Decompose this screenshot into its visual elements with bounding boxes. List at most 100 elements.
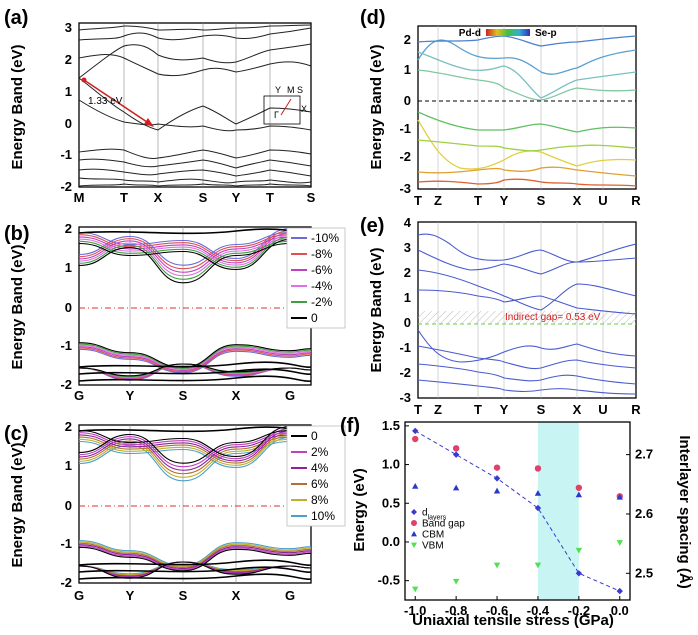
panel-label-d: (d) — [360, 7, 386, 29]
svg-text:-3: -3 — [399, 390, 411, 405]
panel-a-gap-arrow — [83, 79, 151, 125]
x-tick-label: -0.8 — [445, 603, 467, 618]
svg-text:X: X — [301, 104, 307, 114]
svg-text:2: 2 — [65, 221, 72, 236]
band-curve — [78, 544, 312, 570]
x-tick-label: -0.2 — [568, 603, 590, 618]
point-cbm — [452, 484, 460, 491]
panel-b-kpoint-labels: G Y S X G — [74, 388, 295, 403]
svg-text:T: T — [474, 193, 482, 208]
point-vbm — [575, 547, 583, 554]
svg-text:-1: -1 — [399, 121, 411, 136]
svg-text:X: X — [573, 193, 582, 208]
svg-text:Y: Y — [126, 588, 135, 603]
point-band-gap — [493, 464, 501, 471]
panel-c-ylabel: Energy Band (eV) — [9, 442, 26, 567]
svg-text:-2: -2 — [60, 575, 72, 590]
point-vbm — [452, 578, 460, 585]
band-curve — [78, 228, 312, 235]
point-vbm — [616, 540, 623, 546]
point-band-gap — [452, 445, 460, 452]
band-curve — [78, 230, 312, 262]
panel-a-vbm-dot — [81, 77, 87, 83]
band-curve — [78, 344, 312, 371]
panel-b: (b) Energy Band (eV) -2 -1 0 1 2 G Y S X… — [4, 221, 346, 403]
point-cbm — [412, 483, 419, 489]
svg-text:S: S — [537, 193, 546, 208]
band-curve — [78, 566, 312, 574]
svg-text:Z: Z — [434, 402, 442, 417]
svg-text:-2: -2 — [60, 179, 72, 194]
y2-tick-label: 2.7 — [635, 447, 653, 462]
panel-f: (f) Energy (eV) Interlayer spacing (Å) U… — [340, 415, 693, 629]
svg-text:R: R — [631, 193, 641, 208]
panel-a-kpoint-labels: M T X S Y T S — [74, 190, 316, 205]
band-curve — [78, 232, 312, 264]
svg-text:X: X — [232, 388, 241, 403]
band-curve — [78, 541, 312, 567]
y-tick-label: 0.5 — [382, 495, 400, 510]
panel-a: (a) Energy Band (eV) 1.33 eV — [4, 7, 316, 205]
svg-text:-2: -2 — [399, 365, 411, 380]
point-cbm — [616, 493, 623, 500]
svg-text:-1: -1 — [60, 147, 72, 162]
legend-label: -2% — [311, 295, 333, 309]
svg-text:G: G — [285, 388, 295, 403]
band-curve — [78, 361, 312, 369]
legend-label: 8% — [311, 493, 329, 507]
svg-text:T: T — [414, 402, 422, 417]
svg-text:-2: -2 — [60, 377, 72, 392]
svg-text:3: 3 — [65, 20, 72, 35]
panel-e-gap-band — [418, 311, 636, 324]
point-d-layers — [616, 587, 623, 595]
colorbar-right-label: Se-p — [535, 28, 557, 39]
panel-label-b: (b) — [4, 223, 30, 245]
point-cbm — [493, 487, 501, 494]
point-band-gap — [411, 520, 417, 526]
point-band-gap — [575, 484, 583, 491]
svg-text:Y: Y — [232, 190, 241, 205]
svg-text:T: T — [474, 402, 482, 417]
panel-e: (e) Energy Band (eV) Indirect gap= 0.53 … — [360, 215, 641, 417]
panel-f-frame — [404, 421, 631, 601]
panel-label-f: (f) — [340, 415, 360, 437]
panel-b-bands — [78, 227, 312, 383]
svg-text:0: 0 — [404, 93, 411, 108]
y2-tick-label: 2.6 — [635, 506, 653, 521]
x-tick-label: -0.6 — [486, 603, 508, 618]
legend-label: -8% — [311, 247, 333, 261]
x-tick-label: -1.0 — [404, 603, 426, 618]
band-curve — [78, 559, 312, 567]
point-d-layers — [493, 475, 501, 482]
band-curve — [78, 343, 312, 369]
panel-b-ylabel: Energy Band (eV) — [9, 244, 26, 369]
svg-text:1: 1 — [65, 260, 72, 275]
panel-e-yticks: -3 -2 -1 0 1 2 3 4 — [399, 215, 411, 405]
y2-tick-label: 2.5 — [635, 565, 653, 580]
point-vbm — [493, 562, 501, 569]
legend-label: 2% — [311, 445, 329, 459]
panel-e-gap-label: Indirect gap= 0.53 eV — [505, 312, 601, 323]
legend-label-2: CBM — [422, 530, 444, 541]
band-curve — [78, 430, 312, 462]
band-curve — [78, 573, 312, 581]
panel-a-bz-inset: Y M S Γ X — [263, 85, 307, 125]
panel-b-yticks: -2 -1 0 1 2 — [60, 221, 72, 392]
point-cbm — [575, 491, 583, 498]
y-tick-label: 1.5 — [382, 418, 400, 433]
svg-text:S: S — [307, 190, 316, 205]
svg-text:S: S — [199, 190, 208, 205]
band-curve — [78, 347, 312, 373]
svg-text:Γ: Γ — [274, 110, 279, 120]
y-tick-label: 1.0 — [382, 457, 400, 472]
svg-text:-3: -3 — [399, 181, 411, 196]
svg-text:0: 0 — [65, 498, 72, 513]
band-curve — [78, 428, 312, 460]
svg-text:U: U — [598, 193, 607, 208]
legend-label: -10% — [311, 231, 339, 245]
svg-text:-1: -1 — [399, 340, 411, 355]
point-d-layers — [412, 427, 419, 435]
panel-a-gap-arrowhead — [144, 118, 154, 127]
